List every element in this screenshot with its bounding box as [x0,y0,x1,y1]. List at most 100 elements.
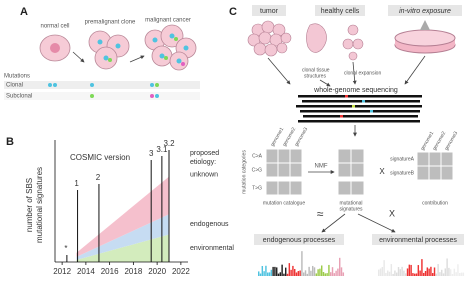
category-label: T>G [252,185,262,191]
spectrum-bar [340,267,343,276]
spectrum-bar [421,259,423,276]
y-axis-label: mutational signatures [35,167,44,243]
spectrum-bar [270,269,273,276]
spectrum-bar [441,269,443,276]
operation: X [389,208,395,218]
stage-label: normal cell [40,24,69,30]
operation: ≈ [317,207,324,221]
spectrum-bar [319,268,321,276]
dish-icon [394,20,456,54]
label-box [372,234,464,245]
version-label: 3 [149,149,154,158]
spectrum-bar [310,270,312,276]
arrow [319,79,331,87]
spectrum-bar [339,257,341,276]
caption: signatures [339,206,363,212]
spectrum-bar [322,271,325,276]
spectrum-bar [383,260,385,276]
spectrum-bar [451,273,454,276]
spectrum-bar [453,268,456,276]
spectrum-bar [303,272,305,276]
spectrum-bar [430,266,432,276]
spectrum-bar [337,268,339,276]
caption: mutational [339,200,362,206]
version-label: 3.2 [163,139,175,148]
spectrum-bar [326,273,328,276]
annotation: etiology: [190,159,216,166]
area [76,176,169,257]
signature-label: signatureB [390,170,415,176]
spectrum-bar [333,273,336,276]
label-box [388,5,462,16]
spectrum-bar [306,273,309,276]
spectrum-bar [460,272,463,276]
area [76,234,169,262]
label-box [252,5,286,16]
caption: contribution [422,200,448,206]
spectrum-bar [292,265,294,276]
spectrum-bar [297,271,300,276]
source-label: healthy cells [321,8,360,15]
mutations-title: Mutations [4,74,30,80]
stage-label: premalignant clone [85,20,136,26]
spectrum-bar [401,266,403,276]
row-band [4,81,200,89]
process-label: endogenous processes [263,237,336,244]
spectrum-bar [265,265,267,276]
spectrum-bar [274,266,276,276]
spectrum-bar [419,270,421,276]
spectrum-bar [267,272,269,276]
x-tick-label: 2014 [77,267,95,276]
spectrum-bar [308,266,310,276]
spectrum-bar [437,264,439,276]
spectrum-bar [263,271,265,276]
spectrum-bar [285,267,287,276]
spectrum-bar [433,267,436,276]
category-label: C>A [252,153,263,159]
source-label: in-vitro exposure [399,8,451,15]
tissue-icon [306,23,364,61]
annotation: clonal expansion [344,70,381,76]
spectrum-bar [295,272,298,276]
spectrum-bar [335,270,337,276]
spectrum-bar [290,269,292,276]
annotation: structures [304,73,326,79]
stage-label: malignant cancer [145,18,191,24]
spectrum-bar [388,271,391,276]
signature-matrix [337,148,365,196]
operation: NMF [315,164,328,170]
spectrum-bar [424,270,427,276]
spectrum-bar [423,272,425,276]
spectrum-bar [342,272,345,276]
spectrum-bar [313,267,316,276]
x-tick-label: 2020 [148,267,166,276]
x-tick-label: 2016 [101,267,119,276]
spectrum-bar [414,273,416,276]
spectrum-bar [321,265,323,276]
spectrum-bar [406,268,409,276]
x-tick-label: 2018 [124,267,142,276]
spectrum-bar [328,264,330,276]
spectrum-bar [268,272,271,276]
spectrum-bar [279,272,282,276]
area [76,214,169,260]
chart-title: COSMIC version [70,153,130,162]
panel-c: C tumor healthy cells in-vitro exposure … [229,5,465,276]
clone [88,30,130,70]
spectrum-bar [439,272,441,276]
mutation-dots [48,83,159,98]
spectrum-bar [428,268,430,276]
series-label: environmental [190,245,234,252]
tumor-icon [247,20,292,57]
version-label: 1 [74,179,79,188]
spectrum-bar [459,273,461,276]
spectrum-bar [315,273,318,276]
spectrum-bar [435,273,438,276]
spectrum-bar [324,273,327,276]
spectrum-bar [442,273,445,276]
spectrum-bar [415,273,418,276]
catalogue-matrix [265,148,303,196]
spectrum-bar [301,251,303,276]
